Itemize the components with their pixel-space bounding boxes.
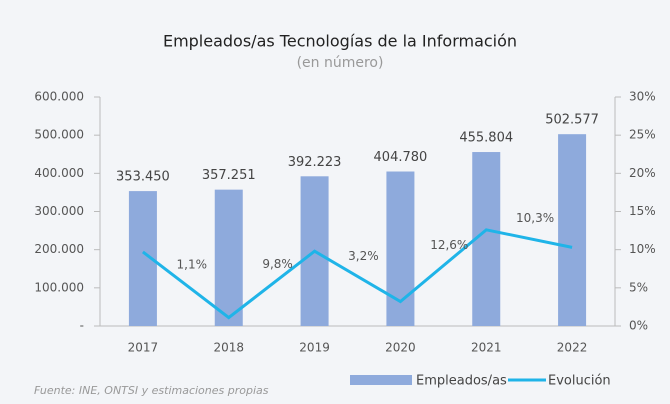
y2-tick-label: 10% [629, 242, 656, 256]
y2-tick-label: 0% [629, 319, 648, 333]
y-tick-label: 200.000 [34, 242, 84, 256]
y2-tick-label: 25% [629, 128, 656, 142]
legend-label: Evolución [548, 374, 611, 389]
y-tick-label: 600.000 [34, 90, 84, 104]
legend-label: Empleados/as [416, 374, 507, 389]
line-value-label: 3,2% [348, 249, 379, 263]
bar-value-label: 353.450 [116, 170, 170, 185]
legend-swatch [350, 375, 412, 385]
y2-tick-label: 20% [629, 166, 656, 180]
line-value-label: 10,3% [516, 211, 554, 225]
x-tick-label: 2021 [471, 341, 502, 355]
line-value-label: 12,6% [430, 238, 468, 252]
line [142, 228, 573, 320]
y-tick-label: 400.000 [34, 166, 84, 180]
y-tick-label: 100.000 [34, 280, 84, 294]
y2-tick-label: 30% [629, 90, 656, 104]
x-tick-label: 2020 [385, 341, 416, 355]
y2-tick-label: 15% [629, 204, 656, 218]
chart-subtitle: (en número) [297, 55, 384, 71]
y-tick-label: 500.000 [34, 128, 84, 142]
bar-value-label: 502.577 [545, 113, 599, 128]
y-tick-label: 300.000 [34, 204, 84, 218]
x-tick-label: 2018 [213, 341, 244, 355]
bar-value-label: 404.780 [374, 150, 428, 165]
x-tick-label: 2019 [299, 341, 330, 355]
source: Fuente: INE, ONTSI y estimaciones propia… [34, 384, 269, 397]
bar [558, 134, 587, 326]
y2-tick-label: 5% [629, 280, 648, 294]
bar-value-label: 357.251 [202, 168, 256, 183]
bar-value-label: 455.804 [459, 131, 513, 146]
chart-title: Empleados/as Tecnologías de la Informaci… [163, 32, 517, 51]
x-tick-label: 2022 [557, 341, 588, 355]
y-tick-label: - [80, 319, 84, 333]
bar-value-label: 392.223 [288, 155, 342, 170]
x-tick-label: 2017 [128, 341, 159, 355]
line-value-label: 1,1% [177, 257, 208, 271]
line-value-label: 9,8% [262, 257, 293, 271]
bar [214, 189, 243, 326]
